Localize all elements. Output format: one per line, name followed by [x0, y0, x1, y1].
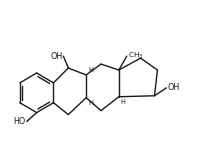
- Text: H: H: [121, 99, 126, 105]
- Text: H: H: [88, 67, 93, 73]
- Text: H: H: [88, 100, 93, 106]
- Text: OH: OH: [167, 83, 180, 92]
- Text: OH: OH: [50, 52, 62, 61]
- Text: CH$_3$: CH$_3$: [128, 51, 143, 61]
- Text: HO: HO: [14, 117, 26, 126]
